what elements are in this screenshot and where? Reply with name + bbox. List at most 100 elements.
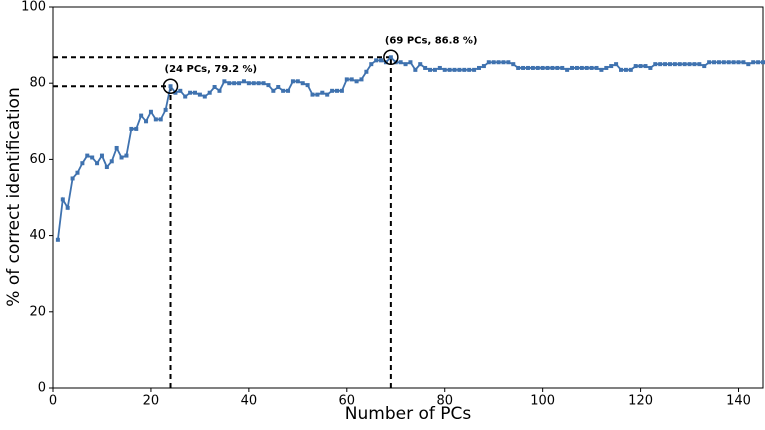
point	[369, 62, 374, 67]
point	[246, 81, 251, 86]
x-tick-label: 140	[726, 394, 751, 409]
point	[761, 60, 765, 65]
point	[550, 65, 555, 70]
point	[163, 107, 168, 112]
y-tick-label: 0	[38, 381, 46, 396]
point	[437, 65, 442, 70]
point	[462, 67, 467, 72]
point	[457, 67, 462, 72]
point	[521, 65, 526, 70]
point	[232, 81, 237, 86]
point	[202, 94, 207, 99]
point	[423, 65, 428, 70]
point	[428, 67, 433, 72]
point	[530, 65, 535, 70]
point	[408, 60, 413, 65]
point	[486, 60, 491, 65]
point	[134, 126, 139, 131]
y-tick-label: 80	[29, 76, 46, 91]
point	[364, 69, 369, 74]
point	[746, 62, 751, 67]
point	[217, 88, 222, 93]
point	[756, 60, 761, 65]
point	[349, 77, 354, 82]
x-tick-label: 0	[49, 394, 57, 409]
point	[663, 62, 668, 67]
point	[65, 205, 70, 210]
point	[589, 65, 594, 70]
point	[653, 62, 658, 67]
point	[736, 60, 741, 65]
highlight-circle	[383, 49, 399, 66]
point	[251, 81, 256, 86]
point	[222, 79, 227, 84]
point	[442, 67, 447, 72]
point	[266, 83, 271, 88]
point	[741, 60, 746, 65]
point	[335, 88, 339, 93]
point	[188, 90, 193, 95]
point	[374, 58, 379, 63]
point	[677, 62, 682, 67]
point	[310, 92, 315, 97]
point	[413, 67, 418, 72]
point	[707, 60, 712, 65]
point	[570, 65, 575, 70]
point	[271, 88, 276, 93]
point	[354, 79, 359, 84]
point	[555, 65, 560, 70]
point	[207, 90, 212, 95]
point	[178, 88, 183, 93]
point	[432, 67, 437, 72]
point	[609, 64, 614, 69]
x-tick-label: 60	[339, 394, 356, 409]
point	[75, 170, 80, 175]
point	[339, 88, 344, 93]
annotation: (24 PCs, 79.2 %)	[165, 64, 258, 75]
point	[594, 65, 599, 70]
x-axis-label: Number of PCs	[345, 404, 472, 424]
point	[60, 197, 65, 202]
point	[315, 92, 320, 97]
point	[109, 159, 114, 164]
point	[95, 161, 100, 166]
point	[565, 67, 570, 72]
point	[726, 60, 731, 65]
point	[325, 92, 330, 97]
point	[119, 155, 124, 160]
point	[658, 62, 663, 67]
point	[80, 161, 85, 166]
point	[633, 64, 638, 69]
point	[403, 62, 408, 67]
point	[584, 65, 589, 70]
point	[359, 77, 364, 82]
x-tick-label: 20	[143, 394, 160, 409]
y-tick-label: 40	[29, 228, 46, 243]
x-tick-label: 80	[436, 394, 453, 409]
point	[511, 62, 516, 67]
point	[114, 145, 119, 150]
x-tick-label: 100	[530, 394, 555, 409]
point	[447, 67, 452, 72]
point	[731, 60, 736, 65]
point	[667, 62, 672, 67]
point	[129, 126, 134, 131]
point	[330, 88, 335, 93]
point	[643, 64, 648, 69]
point	[344, 77, 349, 82]
annotation: (69 PCs, 86.8 %)	[385, 35, 478, 46]
y-tick-label: 100	[21, 0, 46, 15]
point	[398, 60, 403, 65]
point	[604, 65, 609, 70]
point	[144, 119, 149, 124]
point	[276, 85, 281, 90]
point	[237, 81, 242, 86]
point	[388, 55, 393, 60]
point	[261, 81, 266, 86]
point	[85, 153, 90, 158]
point	[305, 83, 310, 88]
point	[418, 62, 423, 67]
point	[481, 64, 486, 69]
